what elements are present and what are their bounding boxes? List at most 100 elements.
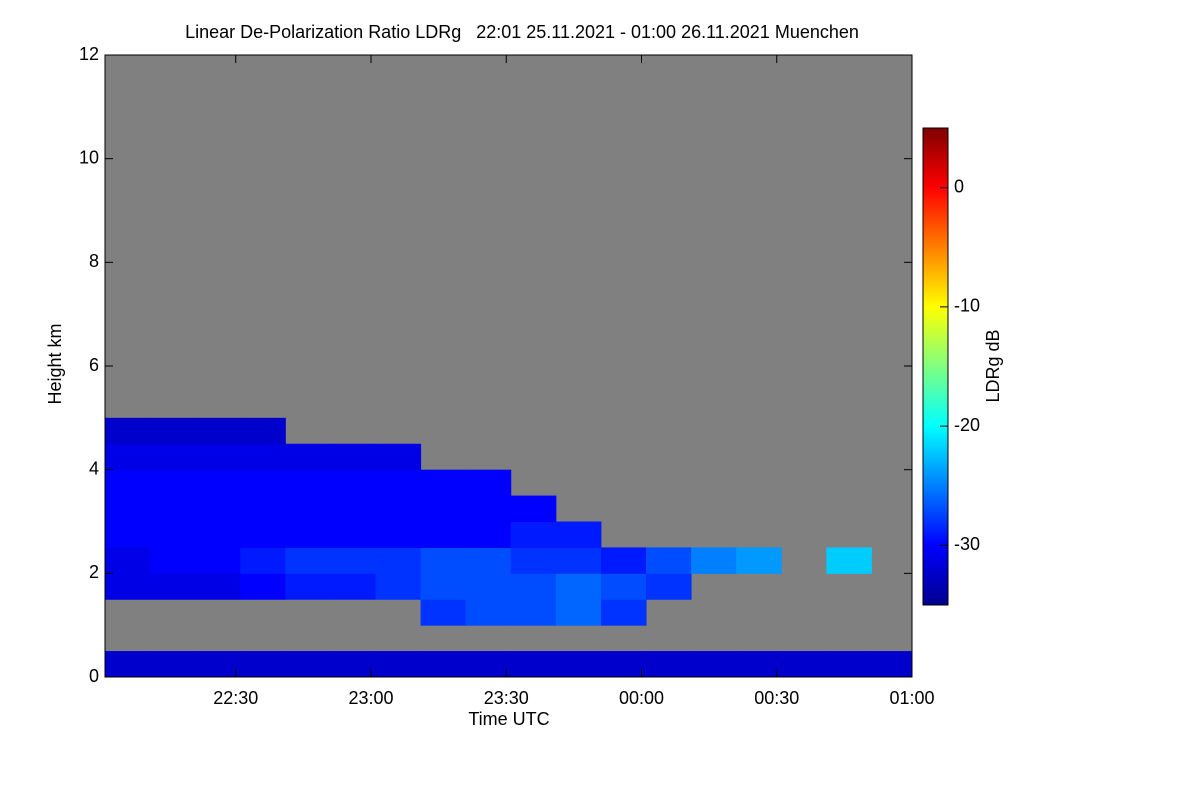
heat-cell bbox=[375, 547, 422, 574]
heat-cell bbox=[105, 651, 151, 678]
x-tick-label: 00:00 bbox=[619, 688, 664, 708]
heat-cell bbox=[285, 443, 331, 471]
heat-cell bbox=[465, 495, 512, 522]
heat-cell bbox=[105, 443, 151, 471]
heat-cell bbox=[240, 651, 286, 678]
y-tick-label: 6 bbox=[89, 355, 99, 375]
heat-cell bbox=[195, 495, 241, 522]
heat-cell bbox=[195, 651, 241, 678]
heat-cell bbox=[375, 469, 422, 497]
heat-cell bbox=[646, 573, 692, 600]
heat-cell bbox=[646, 651, 692, 678]
heat-cell bbox=[420, 599, 467, 626]
heat-cell bbox=[150, 547, 196, 574]
y-tick-label: 0 bbox=[89, 666, 99, 686]
heat-cell bbox=[736, 547, 782, 574]
heat-cell bbox=[240, 547, 286, 574]
heat-cell bbox=[600, 599, 647, 626]
x-tick-label: 22:30 bbox=[213, 688, 258, 708]
heat-cell bbox=[555, 599, 602, 626]
heat-cell bbox=[240, 443, 286, 471]
x-tick-label: 23:30 bbox=[484, 688, 529, 708]
heat-cell bbox=[420, 573, 467, 600]
heat-cell bbox=[826, 547, 872, 574]
heat-cell bbox=[646, 547, 692, 574]
heat-cell bbox=[510, 651, 557, 678]
heat-cell bbox=[285, 469, 331, 497]
heat-cell bbox=[555, 521, 602, 548]
heat-cell bbox=[375, 521, 422, 548]
x-axis-label: Time UTC bbox=[468, 709, 549, 729]
heat-cell bbox=[510, 495, 557, 522]
heat-cell bbox=[330, 573, 377, 600]
heat-cell bbox=[285, 651, 331, 678]
heat-cell bbox=[240, 469, 286, 497]
heat-cell bbox=[240, 417, 286, 445]
heat-cell bbox=[105, 573, 151, 600]
heat-cell bbox=[330, 651, 377, 678]
colorbar-tick-label: 0 bbox=[954, 176, 964, 196]
heat-cell bbox=[105, 521, 151, 548]
heat-cell bbox=[420, 469, 467, 497]
heat-cell bbox=[465, 547, 512, 574]
heat-cell bbox=[150, 521, 196, 548]
heat-cell bbox=[375, 651, 422, 678]
heat-cell bbox=[150, 417, 196, 445]
heat-cell bbox=[330, 521, 377, 548]
heat-cell bbox=[285, 495, 331, 522]
heat-cell bbox=[600, 651, 647, 678]
heat-cell bbox=[105, 417, 151, 445]
colorbar-tick-label: -30 bbox=[954, 534, 980, 554]
chart-title: Linear De-Polarization Ratio LDRg 22:01 … bbox=[185, 22, 859, 42]
y-axis-label: Height km bbox=[45, 323, 65, 404]
heat-cell bbox=[195, 521, 241, 548]
heat-cell bbox=[195, 573, 241, 600]
heat-cell bbox=[195, 547, 241, 574]
heat-cell bbox=[375, 443, 422, 471]
heat-cell bbox=[736, 651, 782, 678]
y-tick-label: 12 bbox=[79, 44, 99, 64]
heat-cell bbox=[555, 573, 602, 600]
x-tick-label: 01:00 bbox=[889, 688, 934, 708]
y-tick-label: 10 bbox=[79, 147, 99, 167]
y-tick-label: 8 bbox=[89, 251, 99, 271]
heat-cell bbox=[105, 495, 151, 522]
colorbar-label: LDRg dB bbox=[983, 329, 1003, 402]
heat-cell bbox=[420, 521, 467, 548]
heat-cell bbox=[375, 495, 422, 522]
heat-cell bbox=[330, 547, 377, 574]
heat-cell bbox=[330, 495, 377, 522]
heat-cell bbox=[510, 599, 557, 626]
x-tick-label: 23:00 bbox=[348, 688, 393, 708]
heat-cell bbox=[555, 547, 602, 574]
heat-cell bbox=[465, 599, 512, 626]
heat-cell bbox=[420, 651, 467, 678]
heat-cell bbox=[420, 547, 467, 574]
heat-cell bbox=[555, 651, 602, 678]
heat-cell bbox=[691, 651, 737, 678]
heat-cell bbox=[150, 651, 196, 678]
heat-cell bbox=[240, 573, 286, 600]
heat-cell bbox=[465, 521, 512, 548]
heat-cell bbox=[465, 469, 512, 497]
heat-cell bbox=[781, 651, 827, 678]
heat-cell bbox=[195, 443, 241, 471]
heat-cell bbox=[150, 443, 196, 471]
heat-cell bbox=[465, 651, 512, 678]
heat-cell bbox=[195, 469, 241, 497]
heat-cell bbox=[826, 651, 872, 678]
colorbar-tick-label: -20 bbox=[954, 415, 980, 435]
y-tick-label: 2 bbox=[89, 562, 99, 582]
x-tick-label: 00:30 bbox=[754, 688, 799, 708]
heat-cell bbox=[150, 573, 196, 600]
heat-cell bbox=[240, 495, 286, 522]
heat-cell bbox=[150, 495, 196, 522]
heat-cell bbox=[330, 469, 377, 497]
heat-cell bbox=[285, 573, 331, 600]
heat-cell bbox=[420, 495, 467, 522]
heat-cell bbox=[510, 521, 557, 548]
heat-cell bbox=[150, 469, 196, 497]
heat-cell bbox=[285, 547, 331, 574]
